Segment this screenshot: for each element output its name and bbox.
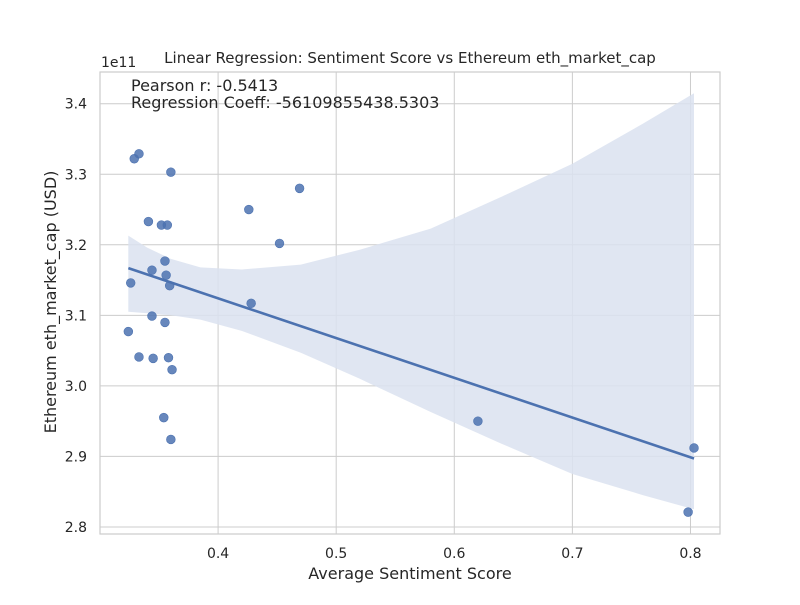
y-tick-label: 3.3: [65, 167, 87, 183]
y-offset-label: 1e11: [101, 55, 136, 71]
chart-title: Linear Regression: Sentiment Score vs Et…: [164, 49, 656, 68]
y-axis-label: Ethereum eth_market_cap (USD): [41, 171, 61, 434]
data-point: [473, 416, 483, 426]
confidence-band: [128, 93, 695, 510]
data-point: [244, 204, 254, 215]
data-point: [160, 317, 170, 328]
y-tick-labels: 2.8 2.9 3.0 3.1 3.2 3.3 3.4: [65, 97, 87, 536]
data-point: [147, 265, 157, 275]
plot-border: [99, 71, 721, 535]
x-tick-label: 0.4: [207, 546, 229, 562]
data-point: [134, 352, 144, 362]
y-tick-label: 3.1: [65, 308, 87, 324]
data-point: [167, 364, 177, 375]
data-point: [164, 281, 175, 291]
data-point: [126, 278, 136, 288]
data-point: [166, 167, 176, 177]
y-tick-label: 3.4: [65, 97, 87, 113]
y-tick-label: 3.0: [65, 379, 87, 395]
data-point: [134, 149, 144, 159]
pearson-annotation: Pearson r: -0.5413: [131, 76, 278, 95]
data-point: [143, 216, 154, 227]
data-point: [683, 507, 693, 517]
data-point: [274, 238, 285, 249]
plot-frame: [99, 71, 721, 535]
data-point: [123, 326, 134, 337]
data-point: [166, 434, 176, 445]
data-point: [246, 298, 256, 309]
x-tick-label: 0.5: [325, 546, 347, 562]
regression-line: [127, 266, 695, 460]
y-tick-label: 2.9: [65, 449, 87, 465]
regression-line-layer: [127, 266, 695, 460]
data-point: [147, 311, 157, 321]
y-tick-label: 2.8: [65, 520, 87, 536]
regression-coeff-annotation: Regression Coeff: -56109855438.5303: [131, 93, 439, 112]
y-tick-label: 3.2: [65, 238, 87, 254]
data-point: [160, 256, 170, 266]
x-tick-label: 0.8: [679, 546, 701, 562]
data-point: [159, 412, 169, 423]
data-point: [161, 270, 171, 280]
x-tick-label: 0.7: [561, 546, 583, 562]
data-point: [163, 352, 174, 363]
data-point: [148, 353, 158, 364]
data-point: [689, 443, 699, 453]
data-point: [294, 183, 305, 194]
data-point: [162, 220, 173, 230]
x-tick-labels: 0.4 0.5 0.6 0.7 0.8: [207, 546, 702, 562]
x-axis-label: Average Sentiment Score: [308, 564, 511, 583]
scatter-points: [123, 149, 699, 517]
x-tick-label: 0.6: [443, 546, 465, 562]
confidence-band-layer: [128, 93, 695, 510]
